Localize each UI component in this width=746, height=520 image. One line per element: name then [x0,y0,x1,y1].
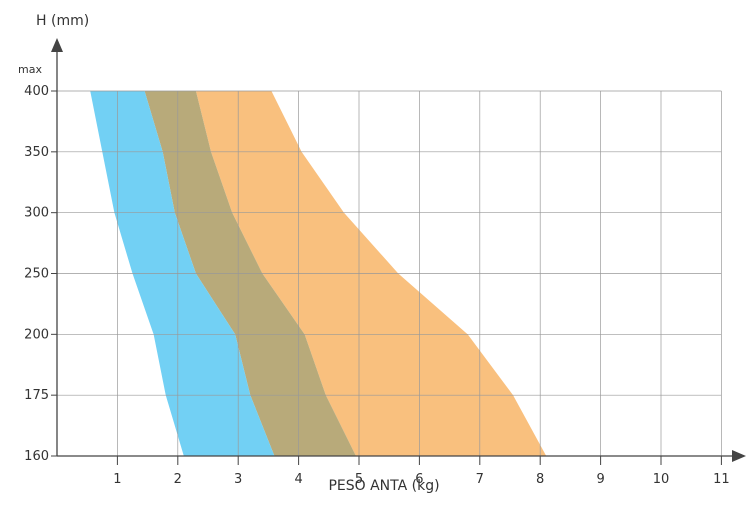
x-tick-label-7: 7 [476,472,484,487]
x-tick-label-8: 8 [536,472,544,487]
x-tick-label-1: 1 [113,472,121,487]
y-tick-label-400: 400 [24,84,49,99]
x-tick-label-4: 4 [294,472,302,487]
y-ticks: 160 175 200 250 300 350 400 [24,84,57,464]
x-axis-arrow [732,450,746,462]
axes [51,38,746,462]
x-tick-label-2: 2 [174,472,182,487]
x-tick-label-6: 6 [415,472,423,487]
y-tick-label-250: 250 [24,267,49,282]
x-tick-label-11: 11 [713,472,730,487]
x-ticks: 1 2 3 4 5 6 7 8 9 10 11 [113,456,730,487]
x-axis-title: PESO ANTA (kg) [328,478,439,494]
y-axis-arrow [51,38,63,52]
x-tick-label-5: 5 [355,472,363,487]
x-tick-label-10: 10 [653,472,670,487]
y-tick-label-300: 300 [24,206,49,221]
x-tick-label-3: 3 [234,472,242,487]
y-tick-label-350: 350 [24,145,49,160]
y-tick-label-200: 200 [24,327,49,342]
y-tick-label-175: 175 [24,388,49,403]
y-tick-label-160: 160 [24,449,49,464]
x-tick-label-9: 9 [596,472,604,487]
grid-lines [57,90,722,456]
y-axis-title: H (mm) [36,13,89,29]
y-max-label: max [18,63,42,76]
